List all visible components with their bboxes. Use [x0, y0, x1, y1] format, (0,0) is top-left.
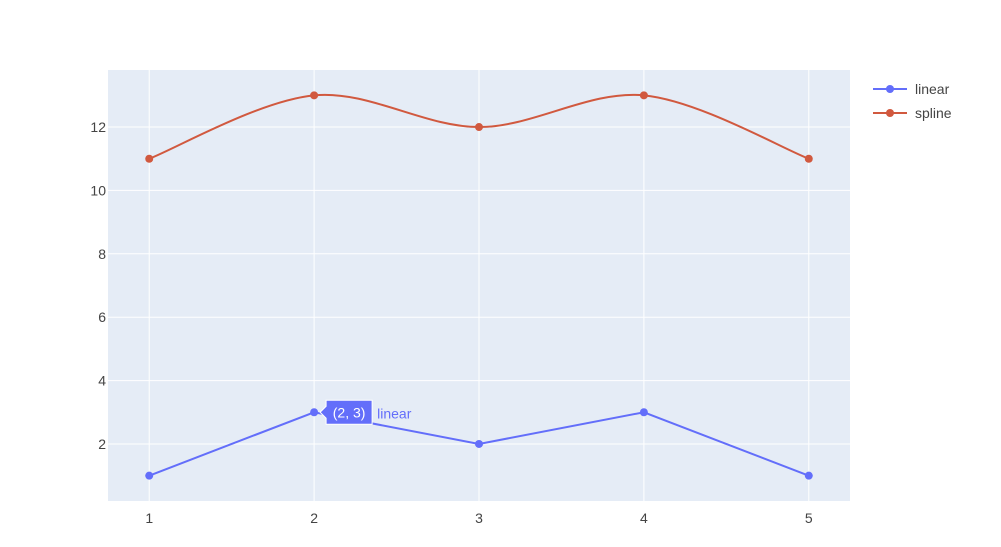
data-point-linear[interactable]	[475, 439, 483, 448]
legend-label: linear	[915, 81, 950, 97]
x-tick-label: 5	[805, 510, 813, 526]
x-tick-label: 2	[310, 510, 318, 526]
y-tick-label: 8	[98, 246, 106, 262]
legend-marker	[886, 109, 894, 117]
x-tick-label: 4	[640, 510, 648, 526]
data-point-linear[interactable]	[310, 408, 319, 417]
series-group	[145, 91, 813, 480]
x-tick-label: 3	[475, 510, 483, 526]
data-point-spline[interactable]	[639, 91, 648, 100]
y-tick-label: 6	[98, 309, 106, 325]
hover-tooltip: (2, 3) linear	[319, 399, 412, 425]
data-point-spline[interactable]	[310, 91, 319, 100]
data-point-spline[interactable]	[475, 123, 483, 132]
hover-value-label: (2, 3)	[333, 404, 366, 420]
y-tick-label: 12	[90, 119, 106, 135]
legend-marker	[886, 85, 894, 93]
y-tick-label: 4	[98, 373, 106, 389]
y-axis-ticks: 2 4 6 8 10 12	[90, 119, 106, 452]
data-point-linear[interactable]	[804, 471, 813, 480]
y-tick-label: 2	[98, 436, 106, 452]
hover-box	[319, 399, 373, 425]
legend-item-spline[interactable]: spline	[873, 105, 952, 121]
legend: linear spline	[873, 81, 952, 121]
data-point-spline[interactable]	[145, 154, 154, 163]
hover-series-name: linear	[377, 405, 412, 421]
data-point-linear[interactable]	[639, 408, 648, 417]
x-axis-ticks: 1 2 3 4 5	[145, 510, 813, 526]
data-point-spline[interactable]	[804, 154, 813, 163]
y-tick-label: 10	[90, 182, 106, 198]
data-point-linear[interactable]	[145, 471, 154, 480]
legend-item-linear[interactable]: linear	[873, 81, 950, 97]
legend-label: spline	[915, 105, 952, 121]
x-tick-label: 1	[145, 510, 153, 526]
